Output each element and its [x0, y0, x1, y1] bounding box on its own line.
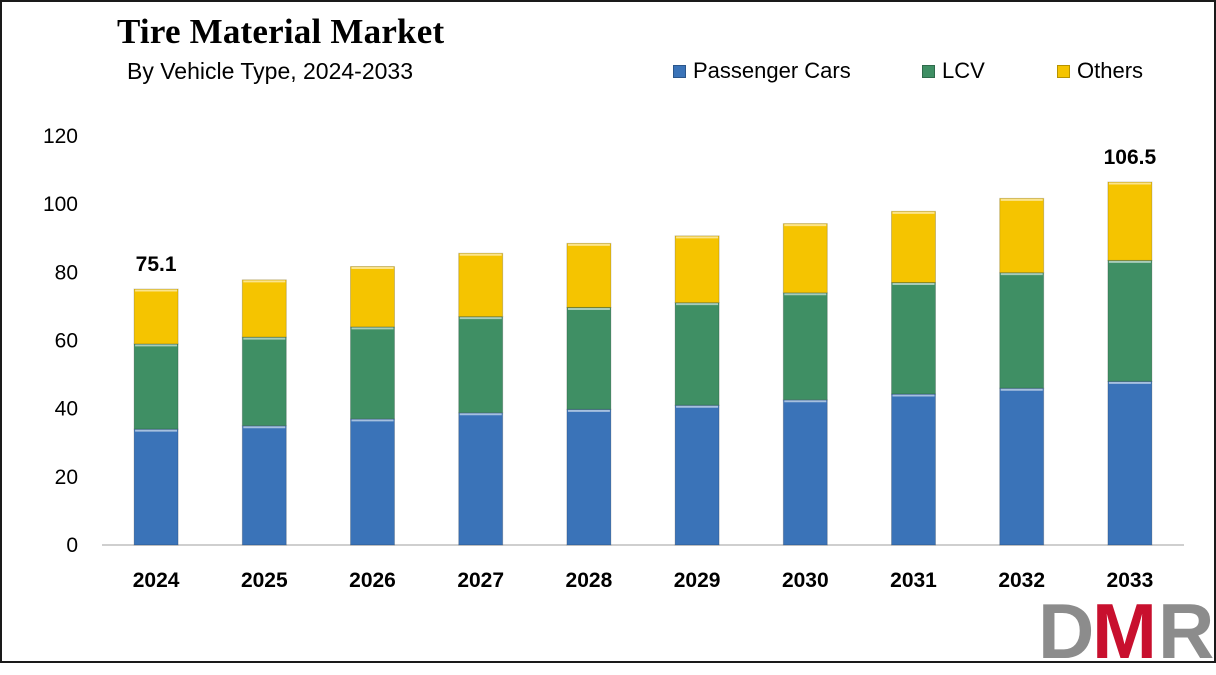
bar-passenger-cars-2028	[566, 408, 612, 546]
legend-swatch-passenger-cars	[673, 64, 686, 78]
x-tick-label-2025: 2025	[241, 569, 288, 592]
x-tick-label-2026: 2026	[349, 569, 396, 592]
bar-lcv-2027	[458, 316, 504, 414]
chart-subtitle: By Vehicle Type, 2024-2033	[127, 58, 414, 84]
bar-others-2027	[458, 252, 504, 318]
bar-others-2028	[566, 242, 612, 308]
data-label-2024: 75.1	[136, 253, 177, 276]
bar-others-2026	[350, 266, 395, 328]
x-tick-label-2029: 2029	[674, 569, 721, 592]
x-tick-label-2028: 2028	[566, 569, 613, 592]
bar-others-2024	[133, 288, 179, 345]
bar-lcv-2025	[241, 336, 287, 427]
bar-lcv-2031	[891, 282, 936, 395]
y-tick-label-0: 0	[66, 534, 78, 557]
bar-passenger-cars-2027	[458, 412, 504, 546]
logo-letter-m: M	[1092, 587, 1157, 675]
y-tick-label-20: 20	[55, 466, 78, 489]
bar-passenger-cars-2029	[674, 404, 720, 546]
bar-passenger-cars-2024	[133, 428, 179, 546]
bar-passenger-cars-2033	[1107, 380, 1153, 546]
legend-item-others: Others	[1057, 58, 1143, 84]
bar-others-2031	[891, 210, 936, 284]
legend-item-lcv: LCV	[922, 58, 985, 84]
dmr-logo: D M R	[1032, 592, 1216, 670]
x-tick-label-2027: 2027	[457, 569, 504, 592]
x-tick-label-2024: 2024	[133, 569, 180, 592]
chart-plot: 0 20 40 60 80 100 120 2024 75.1 2025 2026 2027 2028 2…	[43, 125, 1184, 592]
data-label-2033: 106.5	[1104, 146, 1157, 169]
bar-others-2025	[241, 279, 287, 338]
y-tick-label-60: 60	[55, 330, 78, 353]
legend-label-others: Others	[1077, 58, 1144, 83]
y-tick-label-120: 120	[43, 125, 78, 148]
bar-lcv-2029	[674, 302, 720, 406]
x-tick-label-2030: 2030	[782, 569, 829, 592]
legend-swatch-others	[1057, 64, 1070, 78]
logo-letter-r: R	[1158, 587, 1214, 675]
legend-item-passenger-cars: Passenger Cars	[673, 58, 851, 84]
bar-lcv-2033	[1107, 259, 1153, 382]
bar-lcv-2026	[350, 326, 395, 420]
chart-title: Tire Material Market	[117, 12, 445, 51]
bar-others-2030	[782, 223, 828, 294]
legend-label-passenger-cars: Passenger Cars	[693, 58, 851, 83]
legend-label-lcv: LCV	[942, 58, 985, 83]
bar-passenger-cars-2025	[241, 425, 287, 546]
bar-lcv-2024	[133, 343, 179, 430]
bar-others-2029	[674, 235, 720, 304]
x-tick-label-2033: 2033	[1107, 569, 1154, 592]
bar-others-2033	[1107, 181, 1153, 261]
logo-letter-d: D	[1038, 587, 1094, 675]
y-tick-label-100: 100	[43, 193, 78, 216]
bar-passenger-cars-2032	[999, 387, 1045, 546]
y-tick-label-80: 80	[55, 261, 78, 284]
y-tick-label-40: 40	[55, 398, 78, 421]
bar-passenger-cars-2031	[891, 393, 936, 546]
legend-swatch-lcv	[922, 64, 935, 78]
bar-others-2032	[999, 197, 1045, 274]
bar-lcv-2032	[999, 272, 1045, 389]
chart-legend: Passenger Cars LCV Others	[2, 58, 1216, 88]
bar-passenger-cars-2026	[350, 418, 395, 546]
bar-passenger-cars-2030	[782, 399, 828, 546]
x-tick-label-2032: 2032	[998, 569, 1045, 592]
bar-lcv-2030	[782, 292, 828, 401]
x-tick-label-2031: 2031	[890, 569, 937, 592]
bar-lcv-2028	[566, 306, 612, 410]
